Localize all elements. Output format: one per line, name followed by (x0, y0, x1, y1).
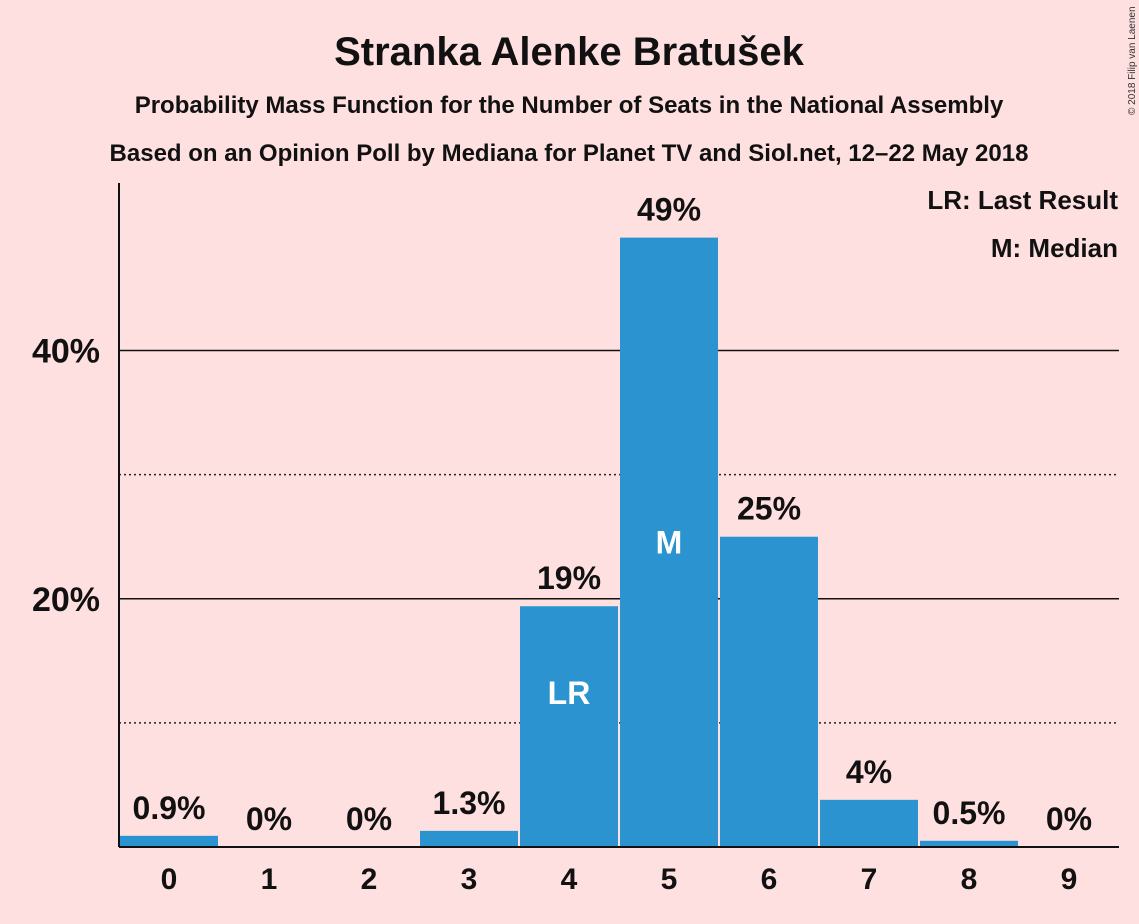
value-label-4: 19% (537, 560, 601, 596)
x-tick-label: 9 (1061, 863, 1078, 896)
value-label-3: 1.3% (433, 785, 506, 821)
gridlines: 20% 40% (32, 333, 1119, 724)
value-label-7: 4% (846, 754, 892, 790)
chart-subtitle-source: Based on an Opinion Poll by Mediana for … (110, 140, 1029, 167)
value-label-0: 0.9% (133, 790, 206, 826)
chart-subtitle: Probability Mass Function for the Number… (135, 92, 1004, 119)
x-tick-label: 6 (761, 863, 778, 896)
bar-0 (120, 835, 218, 847)
x-tick-label: 7 (861, 863, 878, 896)
bar-7 (820, 799, 918, 847)
bar-5 (620, 237, 718, 847)
bar-labels: 0.9% 0 0% 1 0% 2 1.3% 3 19% LR 4 49% M 5 25% 6 4% 7 0.5% 8 0… (133, 192, 1093, 896)
axes (118, 183, 1119, 848)
bars (120, 237, 1018, 847)
x-tick-label: 1 (261, 863, 278, 896)
copyright-note: © 2018 Filip van Laenen (1127, 6, 1138, 115)
y-tick-label: 20% (32, 581, 100, 619)
value-label-9: 0% (1046, 801, 1092, 837)
value-label-2: 0% (346, 801, 392, 837)
bar-4 (520, 606, 618, 847)
value-label-5: 49% (637, 192, 701, 228)
x-tick-label: 4 (561, 863, 578, 896)
x-tick-label: 0 (161, 863, 178, 896)
bar-8 (920, 840, 1018, 847)
bar-3 (420, 830, 518, 847)
bar-6 (720, 536, 818, 847)
x-tick-label: 2 (361, 863, 378, 896)
y-tick-label: 40% (32, 333, 100, 371)
x-tick-label: 8 (961, 863, 978, 896)
value-label-8: 0.5% (933, 795, 1006, 831)
legend-median: M: Median (991, 233, 1118, 263)
x-tick-label: 5 (661, 863, 678, 896)
in-bar-label-LR: LR (548, 675, 591, 711)
value-label-6: 25% (737, 491, 801, 527)
x-tick-label: 3 (461, 863, 478, 896)
legend-last-result: LR: Last Result (927, 185, 1118, 215)
in-bar-label-M: M (656, 524, 683, 560)
value-label-1: 0% (246, 801, 292, 837)
chart-title: Stranka Alenke Bratušek (334, 30, 805, 74)
